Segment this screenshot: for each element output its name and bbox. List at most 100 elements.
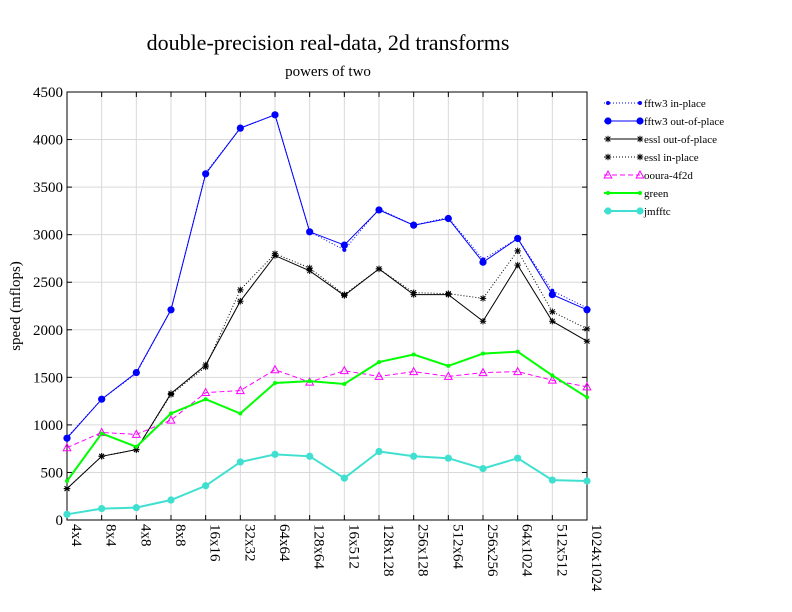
- data-point-0-8: [342, 247, 347, 252]
- legend-entry-3: essl in-place: [604, 152, 699, 164]
- series-line-6: [66, 450, 588, 516]
- x-tick-label-7: 128x64: [311, 524, 327, 570]
- data-point-1-7: [306, 228, 314, 236]
- data-point-5-15: [585, 395, 589, 400]
- data-point-1-1: [98, 395, 106, 403]
- legend-label-1: fftw3 out-of-place: [644, 116, 724, 128]
- series-line-0: [66, 114, 588, 438]
- x-tick-label-0: 4x4: [68, 524, 84, 547]
- series-line-4: [66, 369, 588, 449]
- x-tick-label-9: 128x128: [380, 524, 396, 577]
- y-tick-label-4: 2000: [33, 323, 63, 339]
- x-tick-label-3: 8x8: [172, 524, 188, 547]
- data-point-4-10: [409, 366, 419, 376]
- data-point-5-5: [238, 411, 243, 416]
- data-point-3-6: [271, 250, 279, 257]
- chart-subtitle: powers of two: [285, 64, 371, 80]
- data-point-3-0: [63, 485, 71, 492]
- data-point-1-13: [514, 234, 522, 243]
- data-point-5-9: [377, 360, 381, 365]
- y-tick-label-1: 500: [41, 465, 64, 481]
- y-tick-label-9: 4500: [33, 85, 63, 101]
- data-point-6-6: [271, 450, 279, 458]
- data-point-3-13: [514, 247, 521, 255]
- series-line-2: [66, 254, 588, 489]
- data-point-3-5: [237, 286, 244, 294]
- data-point-1-2: [132, 368, 140, 377]
- series-6: [63, 447, 591, 518]
- grid-lines: [66, 91, 588, 521]
- x-tick-label-13: 64x1024: [519, 524, 535, 577]
- data-point-2-5: [237, 298, 244, 305]
- data-point-5-3: [169, 411, 173, 416]
- legend-entry-4: ooura-4f2d: [603, 169, 693, 182]
- data-point-2-14: [549, 318, 556, 325]
- data-point-1-10: [410, 221, 418, 229]
- x-tick-label-4: 16x16: [207, 524, 223, 562]
- data-point-3-12: [479, 295, 487, 302]
- legend-label-0: fftw3 in-place: [644, 98, 706, 110]
- data-point-4-14: [547, 375, 557, 384]
- legend-marker-0-b: [638, 101, 642, 105]
- legend-marker-5-a: [606, 191, 610, 195]
- data-point-3-15: [583, 325, 591, 333]
- data-point-3-14: [549, 308, 556, 315]
- series-line-5: [66, 350, 588, 482]
- data-point-6-9: [375, 447, 383, 456]
- legend-label-2: essl out-of-place: [644, 134, 717, 146]
- data-point-1-6: [271, 111, 279, 119]
- data-point-6-4: [202, 482, 210, 490]
- series-line-1: [66, 114, 588, 439]
- legend-marker-3-b: [636, 153, 644, 161]
- data-point-1-15: [583, 306, 591, 314]
- data-point-4-2: [131, 429, 141, 438]
- series-5: [65, 349, 589, 484]
- data-point-5-11: [446, 363, 451, 368]
- data-point-1-8: [340, 241, 348, 249]
- legend-entry-0: fftw3 in-place: [604, 98, 706, 110]
- y-tick-label-0: 0: [56, 513, 64, 529]
- data-point-1-9: [375, 206, 383, 214]
- data-point-6-10: [410, 452, 418, 460]
- data-point-1-11: [444, 214, 452, 223]
- x-axis-ticks: 4x4 8x4 4x8 8x8 16x16 32x32 64x64 128x64 16x512 1…: [66, 92, 604, 592]
- data-point-2-12: [479, 318, 487, 325]
- data-point-6-8: [340, 474, 348, 482]
- data-point-4-11: [443, 371, 453, 380]
- x-tick-label-2: 4x8: [137, 524, 153, 547]
- x-tick-label-11: 512x64: [449, 524, 465, 570]
- legend-entry-5: green: [604, 188, 669, 200]
- data-point-5-0: [65, 479, 69, 484]
- data-point-6-3: [167, 496, 175, 504]
- x-tick-label-14: 512x512: [553, 524, 569, 577]
- legend-label-4: ooura-4f2d: [644, 170, 693, 182]
- data-point-3-9: [375, 265, 383, 273]
- data-point-1-4: [202, 170, 210, 178]
- legend-marker-2-a: [604, 135, 612, 143]
- y-axis-ticks: 0 500 1000 1500 2000 2500 3000 3500 4000 4500: [33, 85, 587, 529]
- data-point-4-6: [270, 364, 280, 374]
- legend-marker-6-b: [636, 207, 644, 215]
- data-point-3-1: [98, 453, 105, 460]
- data-point-6-2: [132, 504, 140, 512]
- data-point-1-3: [167, 306, 175, 314]
- x-tick-label-8: 16x512: [345, 524, 361, 569]
- data-point-1-0: [63, 434, 71, 442]
- data-point-6-11: [444, 454, 452, 462]
- data-point-5-8: [342, 381, 347, 386]
- data-point-3-11: [445, 290, 452, 297]
- series-3: [63, 247, 591, 492]
- legend-marker-4-b: [635, 169, 645, 179]
- data-point-3-4: [202, 363, 209, 371]
- data-point-5-7: [307, 379, 312, 384]
- data-point-5-14: [550, 373, 555, 378]
- series-1: [63, 111, 591, 442]
- y-tick-label-2: 1000: [33, 418, 63, 434]
- x-tick-label-6: 64x64: [276, 524, 292, 562]
- data-point-3-10: [410, 289, 417, 296]
- data-point-6-7: [306, 452, 314, 460]
- series-line-3: [66, 249, 588, 489]
- data-point-4-13: [513, 366, 523, 376]
- data-point-3-2: [133, 446, 140, 453]
- x-tick-label-5: 32x32: [241, 524, 257, 562]
